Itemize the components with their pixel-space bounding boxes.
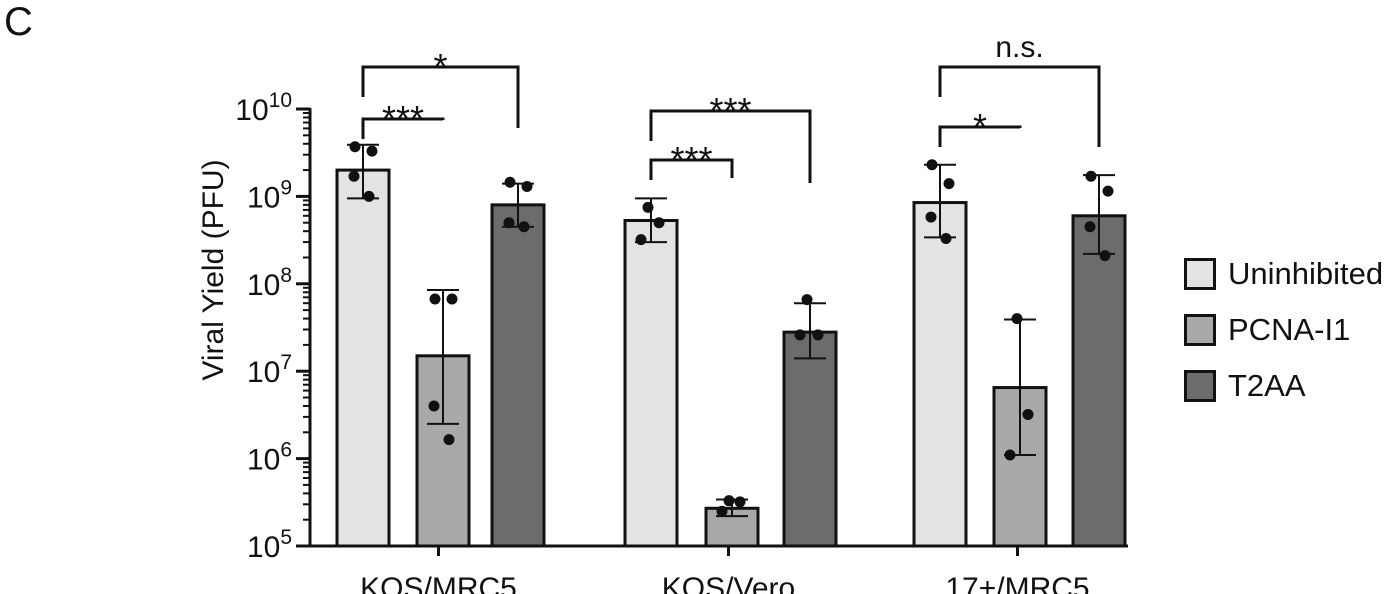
x-tick-label: KOS/Vero	[662, 572, 795, 594]
data-point	[926, 159, 938, 171]
data-point	[446, 293, 458, 305]
data-point	[925, 211, 937, 223]
data-point	[1099, 250, 1111, 262]
data-point	[943, 178, 955, 190]
bar	[335, 168, 391, 548]
data-point	[812, 329, 824, 341]
x-tick-label: 17+/MRC5	[945, 572, 1089, 594]
y-tick-label: 1010	[235, 89, 292, 127]
data-point	[428, 400, 440, 412]
significance-label: ***	[670, 139, 712, 180]
significance-label: n.s.	[995, 31, 1043, 64]
data-point	[1011, 313, 1023, 325]
bar	[782, 330, 838, 548]
bar	[912, 201, 968, 548]
significance-bracket	[649, 109, 812, 183]
legend-swatch-uninhibited	[1184, 258, 1216, 290]
significance-label: ***	[382, 98, 424, 139]
bar	[623, 218, 679, 548]
data-point	[723, 495, 735, 507]
data-point	[642, 201, 654, 213]
y-tick-label: 106	[247, 439, 292, 477]
y-tick-label: 108	[247, 264, 292, 302]
significance-bracket	[938, 125, 1022, 147]
legend-item-t2aa: T2AA	[1184, 358, 1383, 414]
data-point	[503, 217, 515, 229]
legend-item-pcna-i1: PCNA-I1	[1184, 302, 1383, 358]
significance-label: *	[973, 106, 987, 147]
significance-label: ***	[709, 90, 751, 131]
legend-item-uninhibited: Uninhibited	[1184, 246, 1383, 302]
data-point	[518, 221, 530, 233]
bar	[1071, 214, 1127, 548]
data-point	[1084, 221, 1096, 233]
data-point	[1004, 449, 1016, 461]
y-tick-label: 107	[247, 351, 292, 389]
data-point	[443, 434, 455, 446]
significance-bracket	[938, 65, 1101, 147]
data-point	[504, 176, 516, 188]
bar	[490, 203, 546, 548]
legend-label-pcna-i1: PCNA-I1	[1228, 312, 1351, 347]
data-point	[1085, 170, 1097, 182]
data-point	[801, 294, 813, 306]
data-point	[1022, 408, 1034, 420]
significance-label: *	[433, 46, 447, 87]
significance-bracket	[361, 117, 445, 139]
legend-label-t2aa: T2AA	[1228, 368, 1306, 403]
data-point	[363, 190, 375, 202]
data-point	[734, 496, 746, 508]
significance-bracket	[361, 65, 520, 128]
legend-label-uninhibited: Uninhibited	[1228, 256, 1384, 291]
data-point	[635, 234, 647, 246]
data-point	[794, 329, 806, 341]
x-tick-label: KOS/MRC5	[360, 572, 517, 594]
legend-swatch-pcna-i1	[1184, 314, 1216, 346]
data-point	[429, 293, 441, 305]
y-tick-label: 109	[247, 176, 292, 214]
panel-label: C	[4, 0, 33, 44]
legend: Uninhibited PCNA-I1 T2AA	[1184, 246, 1383, 414]
data-point	[716, 505, 728, 517]
data-point	[653, 217, 665, 229]
data-point	[1102, 185, 1114, 197]
data-point	[366, 145, 378, 157]
data-point	[521, 180, 533, 192]
data-point	[940, 232, 952, 244]
data-point	[349, 141, 361, 153]
y-tick-label: 105	[247, 526, 292, 564]
significance-bracket	[649, 158, 734, 180]
legend-swatch-t2aa	[1184, 370, 1216, 402]
data-point	[348, 170, 360, 182]
